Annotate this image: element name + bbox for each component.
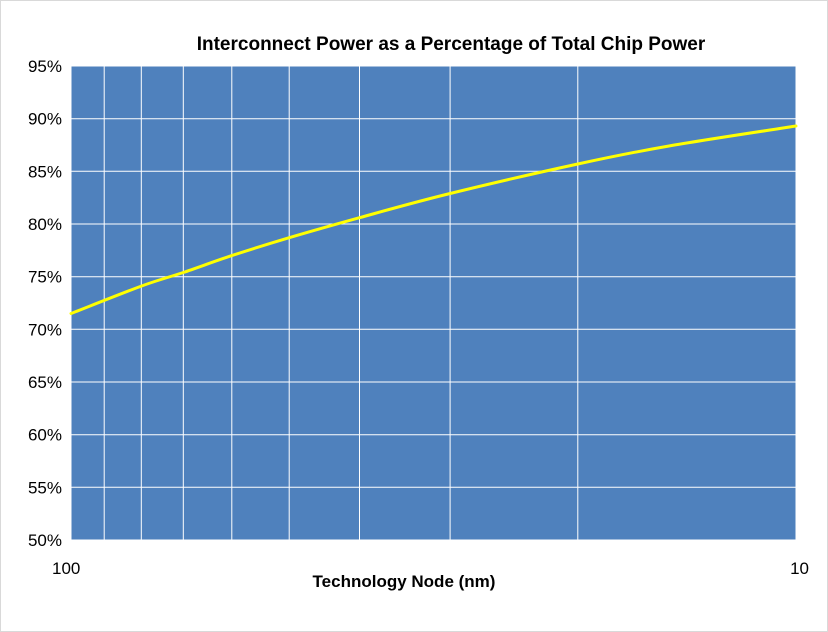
x-tick-label: 10 bbox=[790, 559, 809, 578]
chart-title: Interconnect Power as a Percentage of To… bbox=[197, 34, 706, 55]
y-tick-label: 60% bbox=[28, 426, 62, 445]
plot-area bbox=[71, 66, 796, 540]
series-layer bbox=[69, 124, 798, 315]
x-tick-labels: 100 10 bbox=[52, 559, 809, 578]
y-tick-label: 95% bbox=[28, 57, 62, 76]
y-tick-label: 75% bbox=[28, 268, 62, 287]
series-line bbox=[69, 124, 798, 315]
plot-border bbox=[70, 65, 797, 541]
y-tick-label: 65% bbox=[28, 373, 62, 392]
x-axis-label: Technology Node (nm) bbox=[313, 572, 496, 591]
y-tick-label: 90% bbox=[28, 110, 62, 129]
y-tick-labels: 50% 55% 60% 65% 70% 75% 80% 85% 90% 95% bbox=[28, 57, 62, 550]
x-gridlines bbox=[103, 66, 579, 540]
y-tick-label: 85% bbox=[28, 162, 62, 181]
y-tick-label: 50% bbox=[28, 531, 62, 550]
x-tick-label: 100 bbox=[52, 559, 80, 578]
y-tick-label: 70% bbox=[28, 320, 62, 339]
y-tick-label: 55% bbox=[28, 478, 62, 497]
y-tick-label: 80% bbox=[28, 215, 62, 234]
